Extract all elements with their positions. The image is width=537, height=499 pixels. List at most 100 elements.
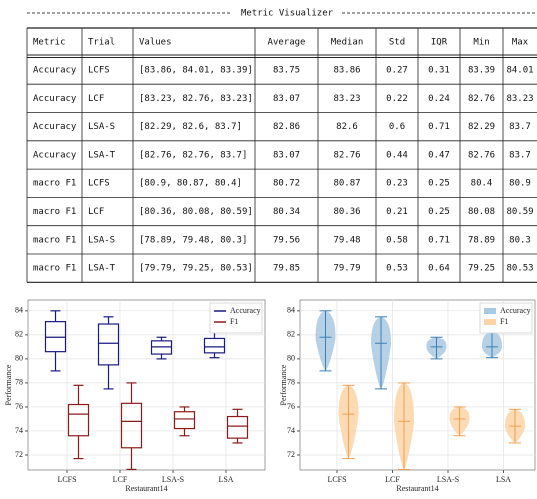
- y-tick-label: 72: [287, 450, 295, 459]
- table-cell: 80.87: [333, 179, 360, 189]
- table-cell: macro F1: [33, 264, 76, 274]
- table-cell: 80.59: [506, 207, 533, 217]
- y-tick-label: 84: [15, 306, 23, 315]
- x-tick-label: LSA-S: [162, 475, 184, 484]
- table-cell: macro F1: [33, 179, 76, 189]
- box: [150, 340, 173, 355]
- column-header: Std: [389, 38, 405, 48]
- table-cell: 0.24: [428, 94, 450, 104]
- table-cell: Accuracy: [33, 122, 77, 132]
- legend-label: F1: [230, 317, 238, 326]
- table-cell: 0.25: [428, 207, 450, 217]
- table-cell: Accuracy: [33, 150, 77, 160]
- column-header: Metric: [33, 38, 66, 48]
- table-cell: 80.72: [273, 179, 300, 189]
- table-cell: LSA-T: [88, 264, 116, 274]
- table-cell: [82.76, 82.76, 83.7]: [139, 150, 247, 160]
- x-tick-label: LCFS: [57, 475, 76, 484]
- y-tick-label: 82: [287, 330, 295, 339]
- column-header: Average: [268, 38, 306, 48]
- column-header: IQR: [431, 38, 448, 48]
- table-cell: [80.36, 80.08, 80.59]: [139, 207, 253, 217]
- table-cell: 0.47: [428, 150, 450, 160]
- table-cell: [80.9, 80.87, 80.4]: [139, 179, 242, 189]
- x-tick-label: LCF: [385, 475, 400, 484]
- table-cell: 83.23: [506, 94, 533, 104]
- table-cell: [79.79, 79.25, 80.53]: [139, 264, 253, 274]
- table-cell: 82.6: [336, 122, 358, 132]
- table-cell: 83.23: [333, 94, 360, 104]
- column-header: Values: [139, 38, 172, 48]
- table-cell: 80.08: [468, 207, 495, 217]
- legend-label: Accuracy: [500, 306, 531, 315]
- table-cell: 0.64: [428, 264, 450, 274]
- box: [173, 411, 196, 430]
- table-cell: 79.48: [333, 235, 360, 245]
- table-cell: 80.4: [471, 179, 493, 189]
- title-bg: [232, 5, 342, 21]
- table-cell: [83.23, 82.76, 83.23]: [139, 94, 253, 104]
- box: [67, 403, 90, 437]
- table-cell: 0.21: [386, 207, 408, 217]
- y-tick-label: 80: [15, 354, 23, 363]
- legend-swatch: [484, 319, 496, 325]
- x-axis-label: Restaurant14: [125, 484, 167, 493]
- column-header: Min: [473, 38, 489, 48]
- x-tick-label: LSA-S: [437, 475, 459, 484]
- box: [203, 337, 226, 354]
- table-cell: LCFS: [88, 179, 110, 189]
- legend-swatch: [484, 308, 496, 314]
- column-header: Max: [512, 38, 529, 48]
- table-cell: 83.39: [468, 66, 495, 76]
- table-cell: 0.22: [386, 94, 408, 104]
- table-cell: 0.44: [386, 150, 408, 160]
- table-cell: LSA-S: [88, 122, 115, 132]
- table-cell: [78.89, 79.48, 80.3]: [139, 235, 247, 245]
- y-tick-label: 72: [15, 450, 23, 459]
- box: [226, 415, 249, 439]
- table-cell: 0.71: [428, 235, 450, 245]
- y-tick-label: 80: [287, 354, 295, 363]
- table-cell: 82.29: [468, 122, 495, 132]
- table-cell: 0.71: [428, 122, 450, 132]
- table-cell: 0.23: [386, 179, 408, 189]
- table-cell: [82.29, 82.6, 83.7]: [139, 122, 242, 132]
- y-tick-label: 78: [15, 378, 23, 387]
- table-cell: LSA-S: [88, 235, 115, 245]
- table-cell: LCF: [88, 94, 104, 104]
- table-cell: 84.01: [506, 66, 533, 76]
- table-cell: 83.07: [273, 94, 300, 104]
- y-tick-label: 74: [287, 426, 295, 435]
- table-cell: Accuracy: [33, 66, 77, 76]
- table-cell: 82.86: [273, 122, 300, 132]
- table-cell: 0.58: [386, 235, 408, 245]
- table-cell: 82.76: [333, 150, 360, 160]
- table-cell: 82.76: [468, 150, 495, 160]
- box: [120, 402, 143, 449]
- table-cell: 80.34: [273, 207, 300, 217]
- table-cell: 83.7: [509, 150, 531, 160]
- y-tick-label: 78: [287, 378, 295, 387]
- table-cell: 80.36: [333, 207, 360, 217]
- legend-box: [209, 302, 263, 334]
- table-cell: 79.85: [273, 264, 300, 274]
- legend-label: F1: [500, 317, 508, 326]
- table-cell: macro F1: [33, 207, 76, 217]
- table-cell: LSA-T: [88, 150, 116, 160]
- x-axis-label: Restaurant14: [396, 484, 438, 493]
- table-cell: 0.31: [428, 66, 450, 76]
- table-cell: 83.75: [273, 66, 300, 76]
- table-cell: 79.79: [333, 264, 360, 274]
- table-cell: 0.6: [389, 122, 405, 132]
- table-cell: 80.53: [506, 264, 533, 274]
- table-cell: 0.27: [386, 66, 408, 76]
- x-tick-label: LSA: [496, 475, 511, 484]
- table-cell: 79.25: [468, 264, 495, 274]
- y-axis-label: Performance: [279, 364, 288, 405]
- table-cell: LCF: [88, 207, 104, 217]
- table-cell: 79.56: [273, 235, 300, 245]
- table-cell: macro F1: [33, 235, 76, 245]
- column-header: Median: [331, 38, 364, 48]
- x-tick-label: LSA: [218, 475, 233, 484]
